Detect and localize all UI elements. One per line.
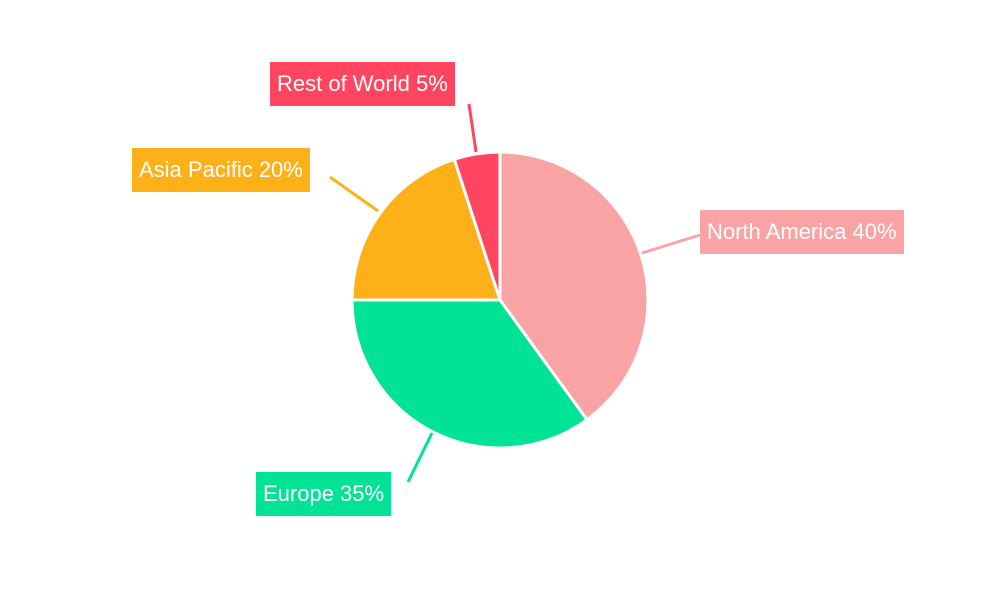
pie-slice-asia-pacific[interactable] [350,157,503,302]
data-label: Asia Pacific 20% [132,148,310,192]
label-connector [641,233,701,255]
label-connector [329,175,379,213]
pie-slice-europe[interactable] [350,298,590,450]
pie-slice-north-america[interactable] [498,150,650,422]
data-label: Europe 35% [256,472,392,516]
label-connector [406,432,434,483]
pie-slice-rest-of-world[interactable] [452,150,502,301]
data-label: North America 40% [700,210,904,254]
data-label: Rest of World 5% [270,62,455,106]
label-connector [467,103,478,153]
